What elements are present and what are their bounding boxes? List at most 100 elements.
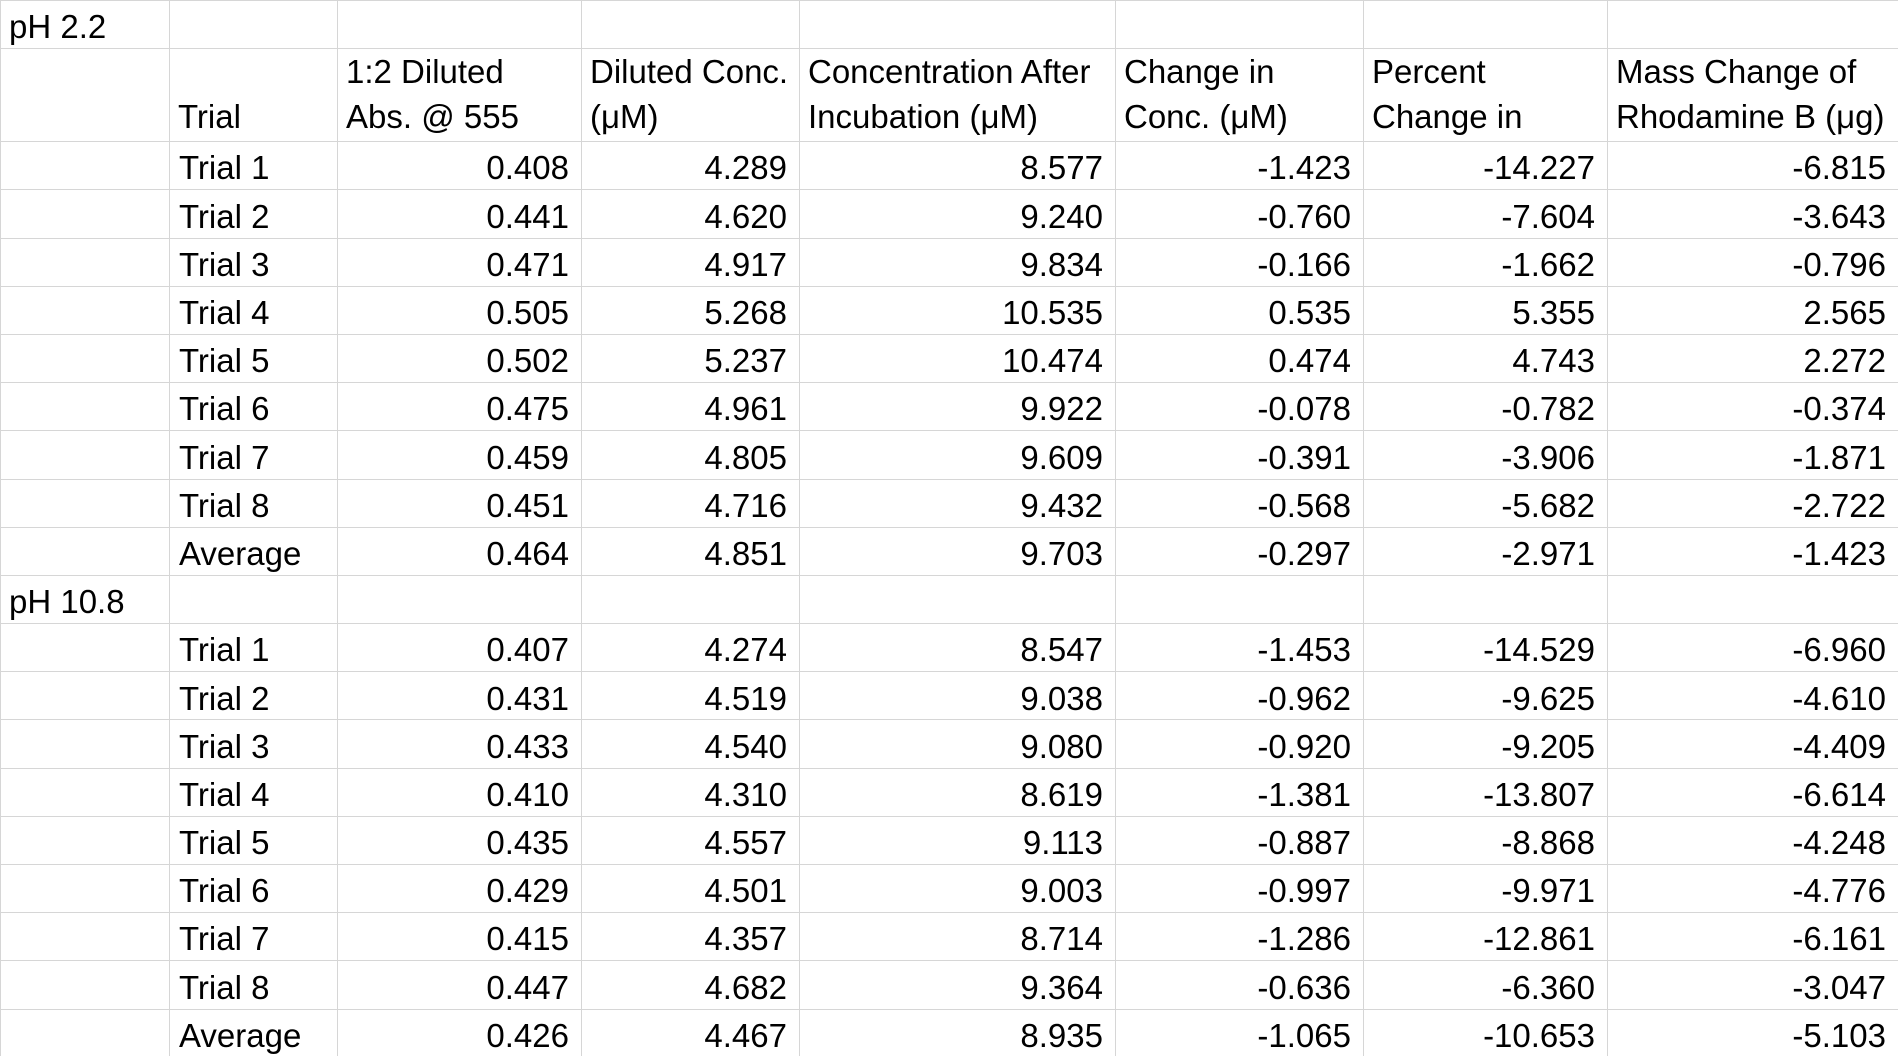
cell-conc-after-incubation[interactable]: 8.619 bbox=[799, 767, 1116, 817]
header-cell-percent-change[interactable]: Percent Change in bbox=[1363, 48, 1608, 143]
cell-blank[interactable] bbox=[337, 0, 582, 50]
cell-diluted-conc[interactable]: 4.289 bbox=[581, 141, 800, 191]
cell-diluted-conc[interactable]: 4.557 bbox=[581, 815, 800, 866]
cell-trial[interactable]: Trial 3 bbox=[169, 237, 338, 287]
cell-trial[interactable]: Trial 3 bbox=[169, 719, 338, 769]
cell-change-in-conc[interactable]: 0.535 bbox=[1115, 285, 1364, 335]
cell-blank[interactable] bbox=[0, 960, 170, 1010]
cell-mass-change[interactable]: -0.374 bbox=[1607, 382, 1898, 432]
cell-conc-after-incubation[interactable]: 9.003 bbox=[799, 863, 1116, 914]
cell-change-in-conc[interactable]: -0.078 bbox=[1115, 382, 1364, 432]
header-cell-conc-after-incubation[interactable]: Concentration After Incubation (μM) bbox=[799, 48, 1116, 143]
cell-percent-change[interactable]: -9.625 bbox=[1363, 671, 1608, 721]
cell-diluted-conc[interactable]: 4.851 bbox=[581, 526, 800, 576]
cell-blank[interactable] bbox=[0, 237, 170, 287]
cell-abs[interactable]: 0.505 bbox=[337, 285, 582, 335]
cell-change-in-conc[interactable]: -0.297 bbox=[1115, 526, 1364, 576]
header-cell-diluted-conc[interactable]: Diluted Conc. (μM) bbox=[581, 48, 800, 143]
cell-change-in-conc[interactable]: -0.962 bbox=[1115, 671, 1364, 721]
section-label-ph-10-8[interactable]: pH 10.8 bbox=[0, 574, 170, 625]
cell-diluted-conc[interactable]: 4.716 bbox=[581, 478, 800, 528]
cell-mass-change[interactable]: -4.248 bbox=[1607, 815, 1898, 866]
cell-percent-change[interactable]: -7.604 bbox=[1363, 189, 1608, 239]
cell-abs[interactable]: 0.464 bbox=[337, 526, 582, 576]
cell-diluted-conc[interactable]: 4.540 bbox=[581, 719, 800, 769]
cell-blank[interactable] bbox=[0, 912, 170, 962]
cell-mass-change[interactable]: -4.610 bbox=[1607, 671, 1898, 721]
cell-percent-change[interactable]: -1.662 bbox=[1363, 237, 1608, 287]
header-cell-change-in-conc[interactable]: Change in Conc. (μM) bbox=[1115, 48, 1364, 143]
cell-change-in-conc[interactable]: -1.453 bbox=[1115, 623, 1364, 673]
cell-mass-change[interactable]: -0.796 bbox=[1607, 237, 1898, 287]
header-cell-abs[interactable]: 1:2 Diluted Abs. @ 555 bbox=[337, 48, 582, 143]
cell-diluted-conc[interactable]: 4.917 bbox=[581, 237, 800, 287]
cell-abs[interactable]: 0.415 bbox=[337, 912, 582, 962]
cell-mass-change[interactable]: -2.722 bbox=[1607, 478, 1898, 528]
cell-trial[interactable]: Trial 7 bbox=[169, 912, 338, 962]
cell-conc-after-incubation[interactable]: 8.935 bbox=[799, 1008, 1116, 1056]
cell-percent-change[interactable]: -10.653 bbox=[1363, 1008, 1608, 1056]
cell-abs[interactable]: 0.407 bbox=[337, 623, 582, 673]
header-cell-mass-change[interactable]: Mass Change of Rhodamine B (μg) bbox=[1607, 48, 1898, 143]
cell-blank[interactable] bbox=[0, 285, 170, 335]
cell-conc-after-incubation[interactable]: 8.714 bbox=[799, 912, 1116, 962]
cell-blank[interactable] bbox=[581, 574, 800, 625]
header-cell-trial[interactable]: Trial bbox=[169, 48, 338, 143]
cell-blank[interactable] bbox=[1607, 574, 1898, 625]
cell-blank[interactable] bbox=[337, 574, 582, 625]
cell-change-in-conc[interactable]: -0.166 bbox=[1115, 237, 1364, 287]
cell-conc-after-incubation[interactable]: 9.240 bbox=[799, 189, 1116, 239]
cell-conc-after-incubation[interactable]: 9.080 bbox=[799, 719, 1116, 769]
cell-trial[interactable]: Trial 8 bbox=[169, 478, 338, 528]
cell-percent-change[interactable]: -6.360 bbox=[1363, 960, 1608, 1010]
cell-abs[interactable]: 0.447 bbox=[337, 960, 582, 1010]
cell-mass-change[interactable]: -6.960 bbox=[1607, 623, 1898, 673]
cell-abs[interactable]: 0.471 bbox=[337, 237, 582, 287]
cell-mass-change[interactable]: -1.871 bbox=[1607, 430, 1898, 480]
cell-percent-change[interactable]: 4.743 bbox=[1363, 333, 1608, 384]
cell-diluted-conc[interactable]: 4.501 bbox=[581, 863, 800, 914]
cell-change-in-conc[interactable]: -1.423 bbox=[1115, 141, 1364, 191]
cell-mass-change[interactable]: -6.815 bbox=[1607, 141, 1898, 191]
cell-abs[interactable]: 0.441 bbox=[337, 189, 582, 239]
cell-trial[interactable]: Average bbox=[169, 526, 338, 576]
cell-conc-after-incubation[interactable]: 9.432 bbox=[799, 478, 1116, 528]
cell-change-in-conc[interactable]: -0.760 bbox=[1115, 189, 1364, 239]
cell-change-in-conc[interactable]: -0.636 bbox=[1115, 960, 1364, 1010]
cell-diluted-conc[interactable]: 5.268 bbox=[581, 285, 800, 335]
cell-blank[interactable] bbox=[1363, 0, 1608, 50]
cell-trial[interactable]: Trial 6 bbox=[169, 863, 338, 914]
cell-diluted-conc[interactable]: 4.519 bbox=[581, 671, 800, 721]
cell-abs[interactable]: 0.451 bbox=[337, 478, 582, 528]
cell-percent-change[interactable]: -14.529 bbox=[1363, 623, 1608, 673]
cell-blank[interactable] bbox=[799, 0, 1116, 50]
cell-percent-change[interactable]: 5.355 bbox=[1363, 285, 1608, 335]
cell-blank[interactable] bbox=[1115, 0, 1364, 50]
cell-abs[interactable]: 0.410 bbox=[337, 767, 582, 817]
cell-trial[interactable]: Average bbox=[169, 1008, 338, 1056]
cell-mass-change[interactable]: 2.565 bbox=[1607, 285, 1898, 335]
cell-conc-after-incubation[interactable]: 9.364 bbox=[799, 960, 1116, 1010]
cell-trial[interactable]: Trial 2 bbox=[169, 189, 338, 239]
cell-blank[interactable] bbox=[581, 0, 800, 50]
cell-conc-after-incubation[interactable]: 9.703 bbox=[799, 526, 1116, 576]
cell-conc-after-incubation[interactable]: 10.474 bbox=[799, 333, 1116, 384]
cell-mass-change[interactable]: -4.776 bbox=[1607, 863, 1898, 914]
cell-blank[interactable] bbox=[169, 0, 338, 50]
cell-abs[interactable]: 0.435 bbox=[337, 815, 582, 866]
cell-blank[interactable] bbox=[799, 574, 1116, 625]
cell-trial[interactable]: Trial 5 bbox=[169, 333, 338, 384]
cell-mass-change[interactable]: -3.047 bbox=[1607, 960, 1898, 1010]
cell-percent-change[interactable]: -9.971 bbox=[1363, 863, 1608, 914]
cell-blank[interactable] bbox=[0, 430, 170, 480]
section-label-ph-2-2[interactable]: pH 2.2 bbox=[0, 0, 170, 50]
cell-change-in-conc[interactable]: -0.887 bbox=[1115, 815, 1364, 866]
cell-percent-change[interactable]: -12.861 bbox=[1363, 912, 1608, 962]
cell-diluted-conc[interactable]: 4.620 bbox=[581, 189, 800, 239]
cell-blank[interactable] bbox=[0, 815, 170, 866]
header-cell-blank[interactable] bbox=[0, 48, 170, 143]
cell-conc-after-incubation[interactable]: 8.547 bbox=[799, 623, 1116, 673]
cell-change-in-conc[interactable]: -0.920 bbox=[1115, 719, 1364, 769]
cell-percent-change[interactable]: -9.205 bbox=[1363, 719, 1608, 769]
cell-blank[interactable] bbox=[0, 1008, 170, 1056]
